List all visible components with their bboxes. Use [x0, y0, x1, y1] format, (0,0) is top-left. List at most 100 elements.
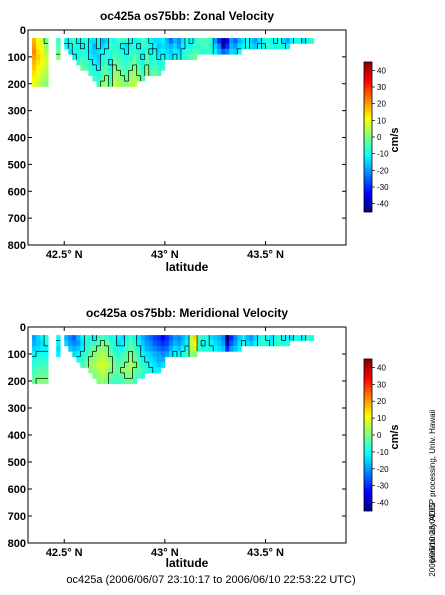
velocity-cell — [84, 43, 89, 50]
velocity-cell — [273, 43, 278, 50]
velocity-cell — [104, 43, 109, 50]
velocity-cell — [156, 367, 162, 374]
velocity-cell — [56, 48, 61, 55]
velocity-cell — [124, 351, 130, 358]
velocity-cell — [249, 43, 254, 50]
velocity-cell — [112, 64, 117, 71]
velocity-cell — [241, 38, 246, 44]
y-tick-label: 200 — [8, 79, 26, 91]
velocity-cell — [261, 335, 266, 341]
velocity-cell — [176, 345, 182, 352]
velocity-cell — [128, 59, 134, 66]
velocity-cell — [241, 335, 246, 341]
y-tick-label: 600 — [8, 186, 26, 198]
velocity-cell — [249, 38, 254, 44]
velocity-cell — [112, 48, 117, 55]
velocity-cell — [40, 356, 45, 363]
velocity-cell — [293, 38, 299, 44]
velocity-cell — [36, 38, 41, 44]
velocity-cell — [180, 345, 186, 352]
velocity-cell — [96, 64, 101, 71]
velocity-cell — [84, 362, 89, 368]
velocity-cell — [277, 43, 282, 50]
velocity-cell — [72, 340, 77, 347]
velocity-cell — [80, 362, 85, 368]
velocity-cell — [144, 356, 150, 363]
zonal-contour-lines — [43, 38, 307, 87]
velocity-cell — [201, 48, 206, 55]
colorbar-tick-label: 0 — [377, 431, 382, 440]
velocity-cell — [124, 81, 130, 87]
zonal-colorbar: 40 30 20 10 0 -10 -20 -30 -40 — [363, 61, 389, 213]
velocity-cell — [201, 38, 206, 44]
velocity-cell — [36, 70, 41, 77]
colorbar-tick-label: -20 — [377, 166, 389, 175]
velocity-cell — [160, 48, 166, 55]
velocity-cell — [36, 362, 41, 368]
velocity-cell — [160, 38, 166, 44]
velocity-cell — [104, 356, 109, 363]
x-tick-label: 43.5° N — [247, 249, 284, 261]
velocity-cell — [56, 340, 61, 347]
velocity-cell — [136, 64, 142, 71]
velocity-cell — [104, 340, 109, 347]
velocity-cell — [40, 367, 45, 374]
velocity-cell — [189, 43, 194, 50]
velocity-cell — [237, 43, 242, 50]
velocity-cell — [273, 340, 278, 347]
velocity-cell — [96, 340, 101, 347]
velocity-cell — [164, 340, 170, 347]
velocity-cell — [88, 59, 93, 66]
velocity-cell — [84, 356, 89, 363]
velocity-cell — [96, 362, 101, 368]
velocity-cell — [148, 38, 154, 44]
y-tick-label: 300 — [8, 403, 26, 415]
velocity-cell — [136, 59, 142, 66]
y-tick-label: 800 — [8, 538, 26, 550]
velocity-cell — [176, 351, 182, 358]
velocity-cell — [285, 43, 291, 50]
velocity-cell — [197, 38, 202, 44]
velocity-cell — [108, 54, 113, 60]
velocity-cell — [225, 345, 230, 352]
velocity-cell — [136, 340, 142, 347]
velocity-cell — [44, 64, 49, 71]
velocity-cell — [40, 54, 45, 60]
velocity-cell — [172, 335, 178, 341]
velocity-cell — [205, 335, 210, 341]
velocity-cell — [184, 48, 190, 55]
velocity-cell — [293, 335, 299, 341]
velocity-cell — [144, 351, 150, 358]
velocity-cell — [104, 372, 109, 379]
velocity-cell — [108, 356, 113, 363]
velocity-cell — [100, 64, 105, 71]
velocity-cell — [140, 351, 146, 358]
velocity-cell — [213, 335, 218, 341]
velocity-cell — [84, 54, 89, 60]
velocity-cell — [76, 48, 81, 55]
meridional-x-axis-label: latitude — [166, 556, 209, 570]
velocity-cell — [108, 81, 113, 87]
meridional-colorbar: 40 30 20 10 0 -10 -20 -30 -40 — [363, 358, 389, 512]
y-tick-label: 0 — [20, 322, 26, 334]
velocity-cell — [32, 335, 37, 341]
velocity-cell — [128, 362, 134, 368]
velocity-cell — [184, 38, 190, 44]
velocity-cell — [189, 335, 194, 341]
velocity-cell — [160, 64, 166, 71]
velocity-cell — [257, 340, 262, 347]
velocity-cell — [128, 345, 134, 352]
velocity-cell — [116, 64, 121, 71]
velocity-cell — [193, 38, 198, 44]
y-tick-label: 100 — [8, 52, 26, 64]
velocity-cell — [92, 38, 97, 44]
velocity-cell — [136, 345, 142, 352]
velocity-cell — [92, 362, 97, 368]
velocity-cell — [80, 335, 85, 341]
velocity-cell — [40, 372, 45, 379]
velocity-cell — [120, 378, 126, 385]
velocity-cell — [96, 54, 101, 60]
velocity-cell — [44, 372, 49, 379]
velocity-cell — [84, 335, 89, 341]
velocity-cell — [84, 351, 89, 358]
